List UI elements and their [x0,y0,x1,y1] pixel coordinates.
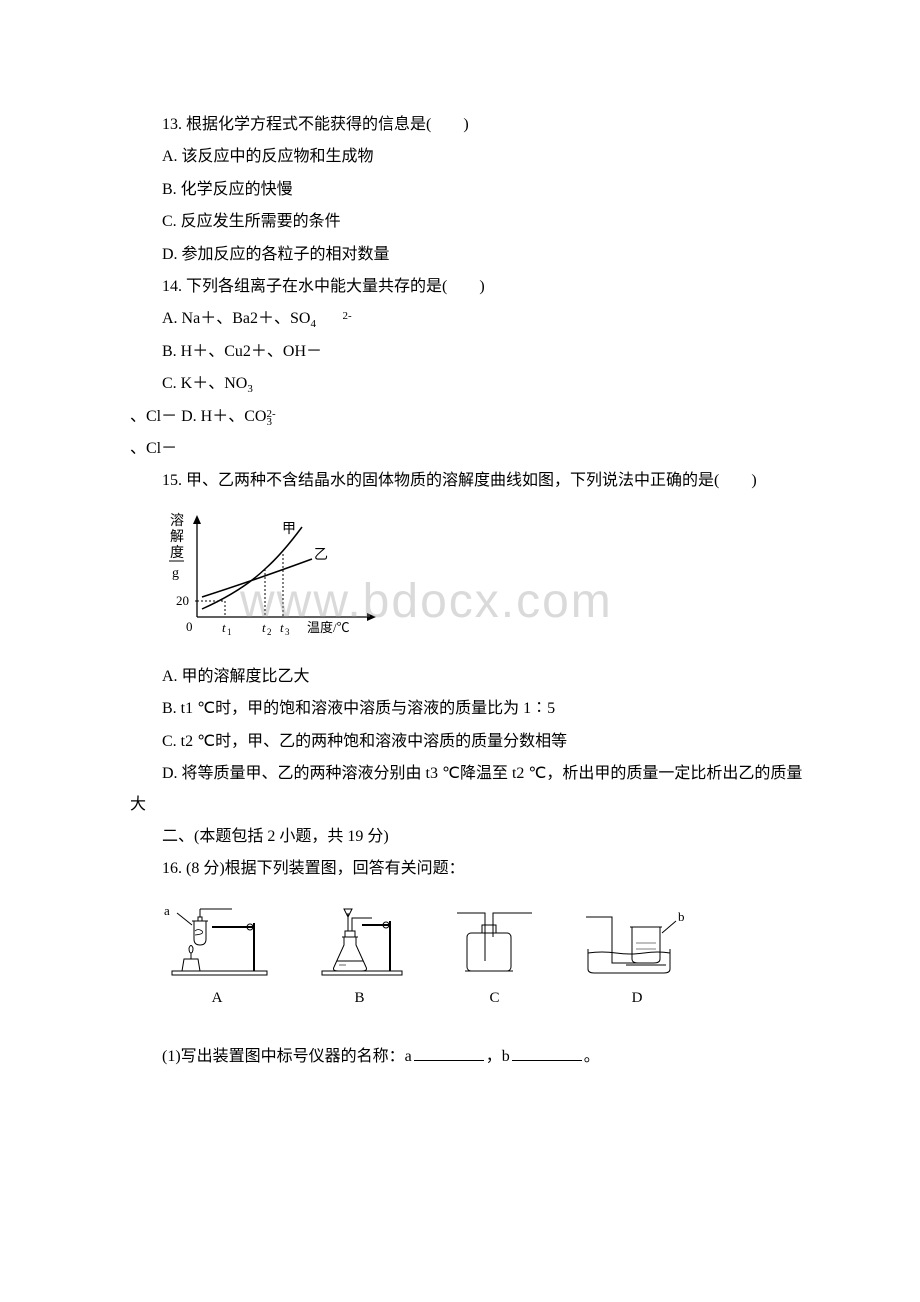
ylabel-2: 解 [170,529,184,545]
marker-a: a [164,903,170,918]
curve-yi-label: 乙 [314,547,328,563]
apparatus-a: a A [162,903,272,1013]
apparatus-c: C [447,903,542,1013]
q15-opt-c: C. t2 ℃时，甲、乙的两种饱和溶液中溶质的质量分数相等 [130,727,815,757]
blank-b [512,1060,582,1061]
curve-jia-label: 甲 [282,522,296,537]
q15-opt-a: A. 甲的溶解度比乙大 [130,662,815,692]
x-axis-label: 温度/℃ [307,620,350,635]
origin-label: 0 [186,619,193,634]
q14-opt-a: A. Na＋、Ba2＋、SO2-4 [130,304,815,334]
q14-opt-cd-suffix: 、Cl－ D. H＋、CO2-3 [130,402,815,432]
q16-sub1-end: 。 [584,1048,600,1065]
q14-cl-d-prefix: 、Cl－ D. H＋、CO [130,408,266,425]
q14-opt-c: C. K＋、NO3 [130,369,815,399]
graph-svg: 溶 解 度 g 20 0 t1 t2 t3 温度/℃ 甲 乙 [162,509,397,639]
q14-opt-a-text: A. Na＋、Ba2＋、SO [162,310,310,327]
q16-sub1-pre: (1)写出装置图中标号仪器的名称：a [162,1048,412,1065]
apparatus-c-svg [447,903,542,978]
apparatus-b-label: B [354,984,364,1013]
apparatus-b-svg [312,903,407,978]
q14-opt-c-text: C. K＋、NO [162,375,247,392]
apparatus-b: B [312,903,407,1013]
apparatus-d-svg: b [582,903,692,978]
q13-opt-c: C. 反应发生所需要的条件 [130,207,815,237]
q16-stem: 16. (8 分)根据下列装置图，回答有关问题： [130,854,815,884]
q15-stem: 15. 甲、乙两种不含结晶水的固体物质的溶解度曲线如图，下列说法中正确的是( ) [130,466,815,496]
so4-sub: 2-4 [310,314,316,326]
no3-sub: 3 [247,383,253,395]
svg-text:1: 1 [227,627,232,637]
ylabel-unit: g [172,566,179,581]
blank-a [414,1060,484,1061]
co3-sub: 2-3 [266,412,272,424]
q15-opt-d: D. 将等质量甲、乙的两种溶液分别由 t3 ℃降温至 t2 ℃，析出甲的质量一定… [130,759,815,820]
marker-b: b [678,909,685,924]
apparatus-d: b D [582,903,692,1013]
q14-opt-d-suffix: 、Cl－ [130,434,815,464]
apparatus-c-label: C [489,984,499,1013]
apparatus-row: a A [162,903,815,1013]
q16-sub1-mid: ，b [486,1048,510,1065]
svg-text:2: 2 [267,627,272,637]
x-tick-t2: t [262,620,266,635]
ylabel-3: 度 [170,545,184,561]
y-tick-20: 20 [176,593,189,608]
q14-stem: 14. 下列各组离子在水中能大量共存的是( ) [130,272,815,302]
svg-text:3: 3 [285,627,290,637]
apparatus-a-label: A [212,984,223,1013]
q13-opt-a: A. 该反应中的反应物和生成物 [130,142,815,172]
q13-opt-b: B. 化学反应的快慢 [130,175,815,205]
curve-yi [202,559,312,597]
ylabel-1: 溶 [170,513,184,529]
q14-opt-b: B. H＋、Cu2＋、OH－ [130,337,815,367]
q13-stem: 13. 根据化学方程式不能获得的信息是( ) [130,110,815,140]
q16-sub1: (1)写出装置图中标号仪器的名称：a ，b 。 [130,1042,815,1072]
q15-opt-b: B. t1 ℃时，甲的饱和溶液中溶质与溶液的质量比为 1∶5 [130,694,815,724]
solubility-graph: 溶 解 度 g 20 0 t1 t2 t3 温度/℃ 甲 乙 [162,509,815,650]
x-tick-t3: t [280,620,284,635]
q13-opt-d: D. 参加反应的各粒子的相对数量 [130,240,815,270]
x-tick-t1: t [222,620,226,635]
apparatus-d-label: D [632,984,643,1013]
apparatus-a-svg: a [162,903,272,978]
section2-title: 二、(本题包括 2 小题，共 19 分) [130,822,815,852]
